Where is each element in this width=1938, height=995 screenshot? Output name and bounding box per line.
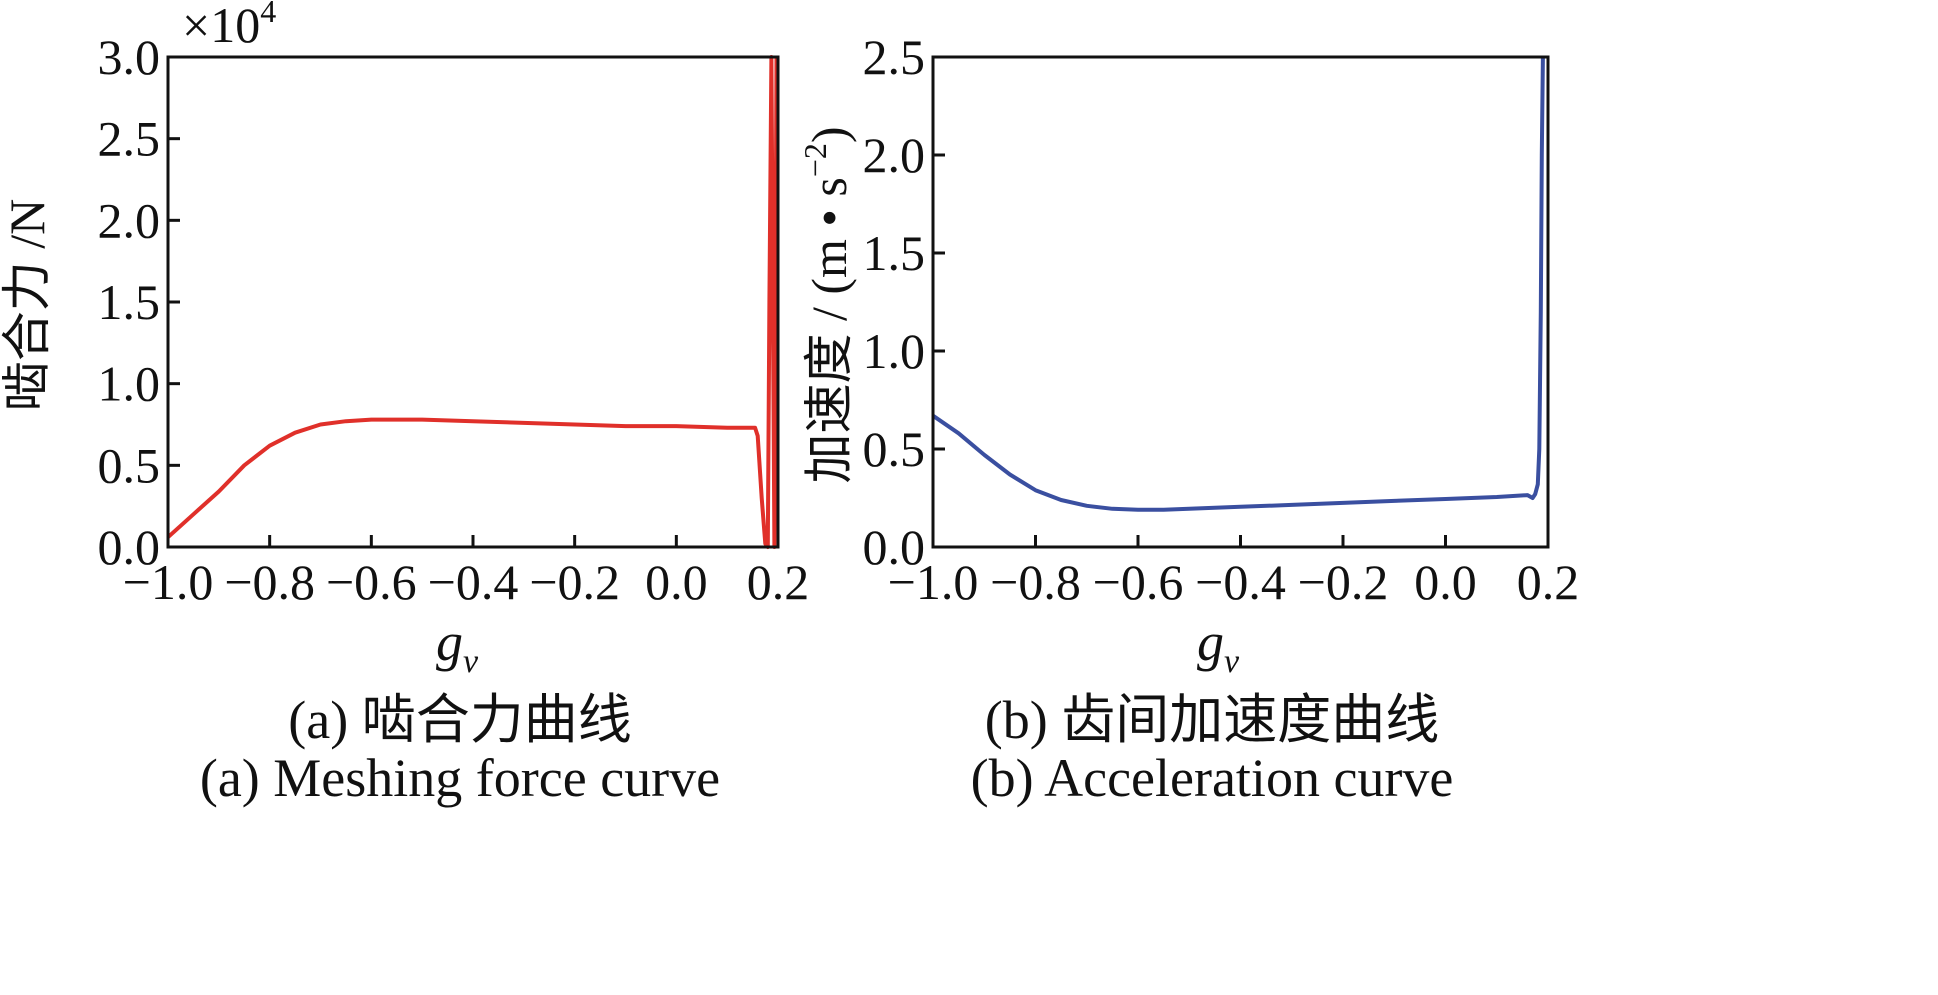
chart-b-x-axis-label: gv bbox=[1197, 612, 1240, 680]
chart-a-y-tick-label: 3.0 bbox=[98, 29, 161, 85]
chart-a-multiplier: ×104 bbox=[182, 0, 276, 53]
chart-b-y-axis-label: 加速度 / (m • s−2) bbox=[797, 126, 857, 483]
chart-a-x-axis-label: gv bbox=[436, 612, 479, 680]
chart-a-y-tick-label: 0.0 bbox=[98, 519, 161, 575]
chart-b-y-tick-label: 0.0 bbox=[863, 519, 926, 575]
chart-a-caption-en: (a) Meshing force curve bbox=[200, 748, 720, 808]
chart-b-y-tick-label: 1.0 bbox=[863, 323, 926, 379]
chart-a-x-tick-label: −1.0 bbox=[123, 554, 214, 610]
chart-a-y-ticks: 0.0 0.5 1.0 1.5 2.0 2.5 3.0 bbox=[98, 29, 180, 575]
chart-a-y-tick-label: 2.0 bbox=[98, 192, 161, 248]
chart-b-series-line bbox=[931, 56, 1545, 512]
chart-a-y-tick-label: 2.5 bbox=[98, 111, 161, 167]
chart-b-x-ticks: −1.0 −0.8 −0.6 −0.4 −0.2 0.0 0.2 bbox=[888, 535, 1580, 610]
chart-b-caption-en: (b) Acceleration curve bbox=[971, 748, 1454, 808]
chart-b-y-tick-label: 2.0 bbox=[863, 127, 926, 183]
chart-b-x-tick-label: 0.0 bbox=[1414, 554, 1477, 610]
chart-a-x-tick-label: −0.2 bbox=[529, 554, 620, 610]
chart-b-y-ticks: 0.0 0.5 1.0 1.5 2.0 2.5 bbox=[863, 29, 945, 575]
chart-a-caption-zh: (a) 啮合力曲线 bbox=[288, 690, 631, 750]
chart-a-x-tick-label: −0.8 bbox=[224, 554, 315, 610]
chart-b-x-tick-label: −1.0 bbox=[888, 554, 979, 610]
chart-a: −1.0 −0.8 −0.6 −0.4 −0.2 0.0 0.2 0.0 0.5 1.0 1.5 2… bbox=[0, 0, 809, 808]
chart-b-y-tick-label: 2.5 bbox=[863, 29, 926, 85]
chart-b-x-tick-label: −0.6 bbox=[1093, 554, 1184, 610]
chart-a-y-tick-label: 1.5 bbox=[98, 274, 161, 330]
chart-b-x-tick-label: −0.2 bbox=[1298, 554, 1389, 610]
chart-a-series-line bbox=[166, 55, 779, 549]
chart-b-x-tick-label: 0.2 bbox=[1517, 554, 1580, 610]
chart-b-y-tick-label: 0.5 bbox=[863, 421, 926, 477]
chart-a-y-tick-label: 0.5 bbox=[98, 437, 161, 493]
chart-a-x-tick-label: −0.6 bbox=[326, 554, 417, 610]
chart-b-x-tick-label: −0.8 bbox=[990, 554, 1081, 610]
chart-a-x-ticks: −1.0 −0.8 −0.6 −0.4 −0.2 0.0 0.2 bbox=[123, 535, 810, 610]
chart-a-x-tick-label: 0.0 bbox=[645, 554, 708, 610]
chart-a-x-tick-label: −0.4 bbox=[428, 554, 519, 610]
chart-a-y-axis-label: 啮合力 /N bbox=[0, 199, 55, 412]
chart-b-plot-frame bbox=[931, 55, 1550, 549]
chart-a-plot-frame bbox=[166, 55, 780, 549]
chart-b-x-tick-label: −0.4 bbox=[1195, 554, 1286, 610]
chart-b: −1.0 −0.8 −0.6 −0.4 −0.2 0.0 0.2 0.0 0.5 1.0 1.5 2… bbox=[797, 29, 1579, 808]
chart-b-y-tick-label: 1.5 bbox=[863, 225, 926, 281]
chart-b-caption-zh: (b) 齿间加速度曲线 bbox=[985, 690, 1439, 750]
chart-a-x-tick-label: 0.2 bbox=[747, 554, 810, 610]
chart-a-y-tick-label: 1.0 bbox=[98, 356, 161, 412]
